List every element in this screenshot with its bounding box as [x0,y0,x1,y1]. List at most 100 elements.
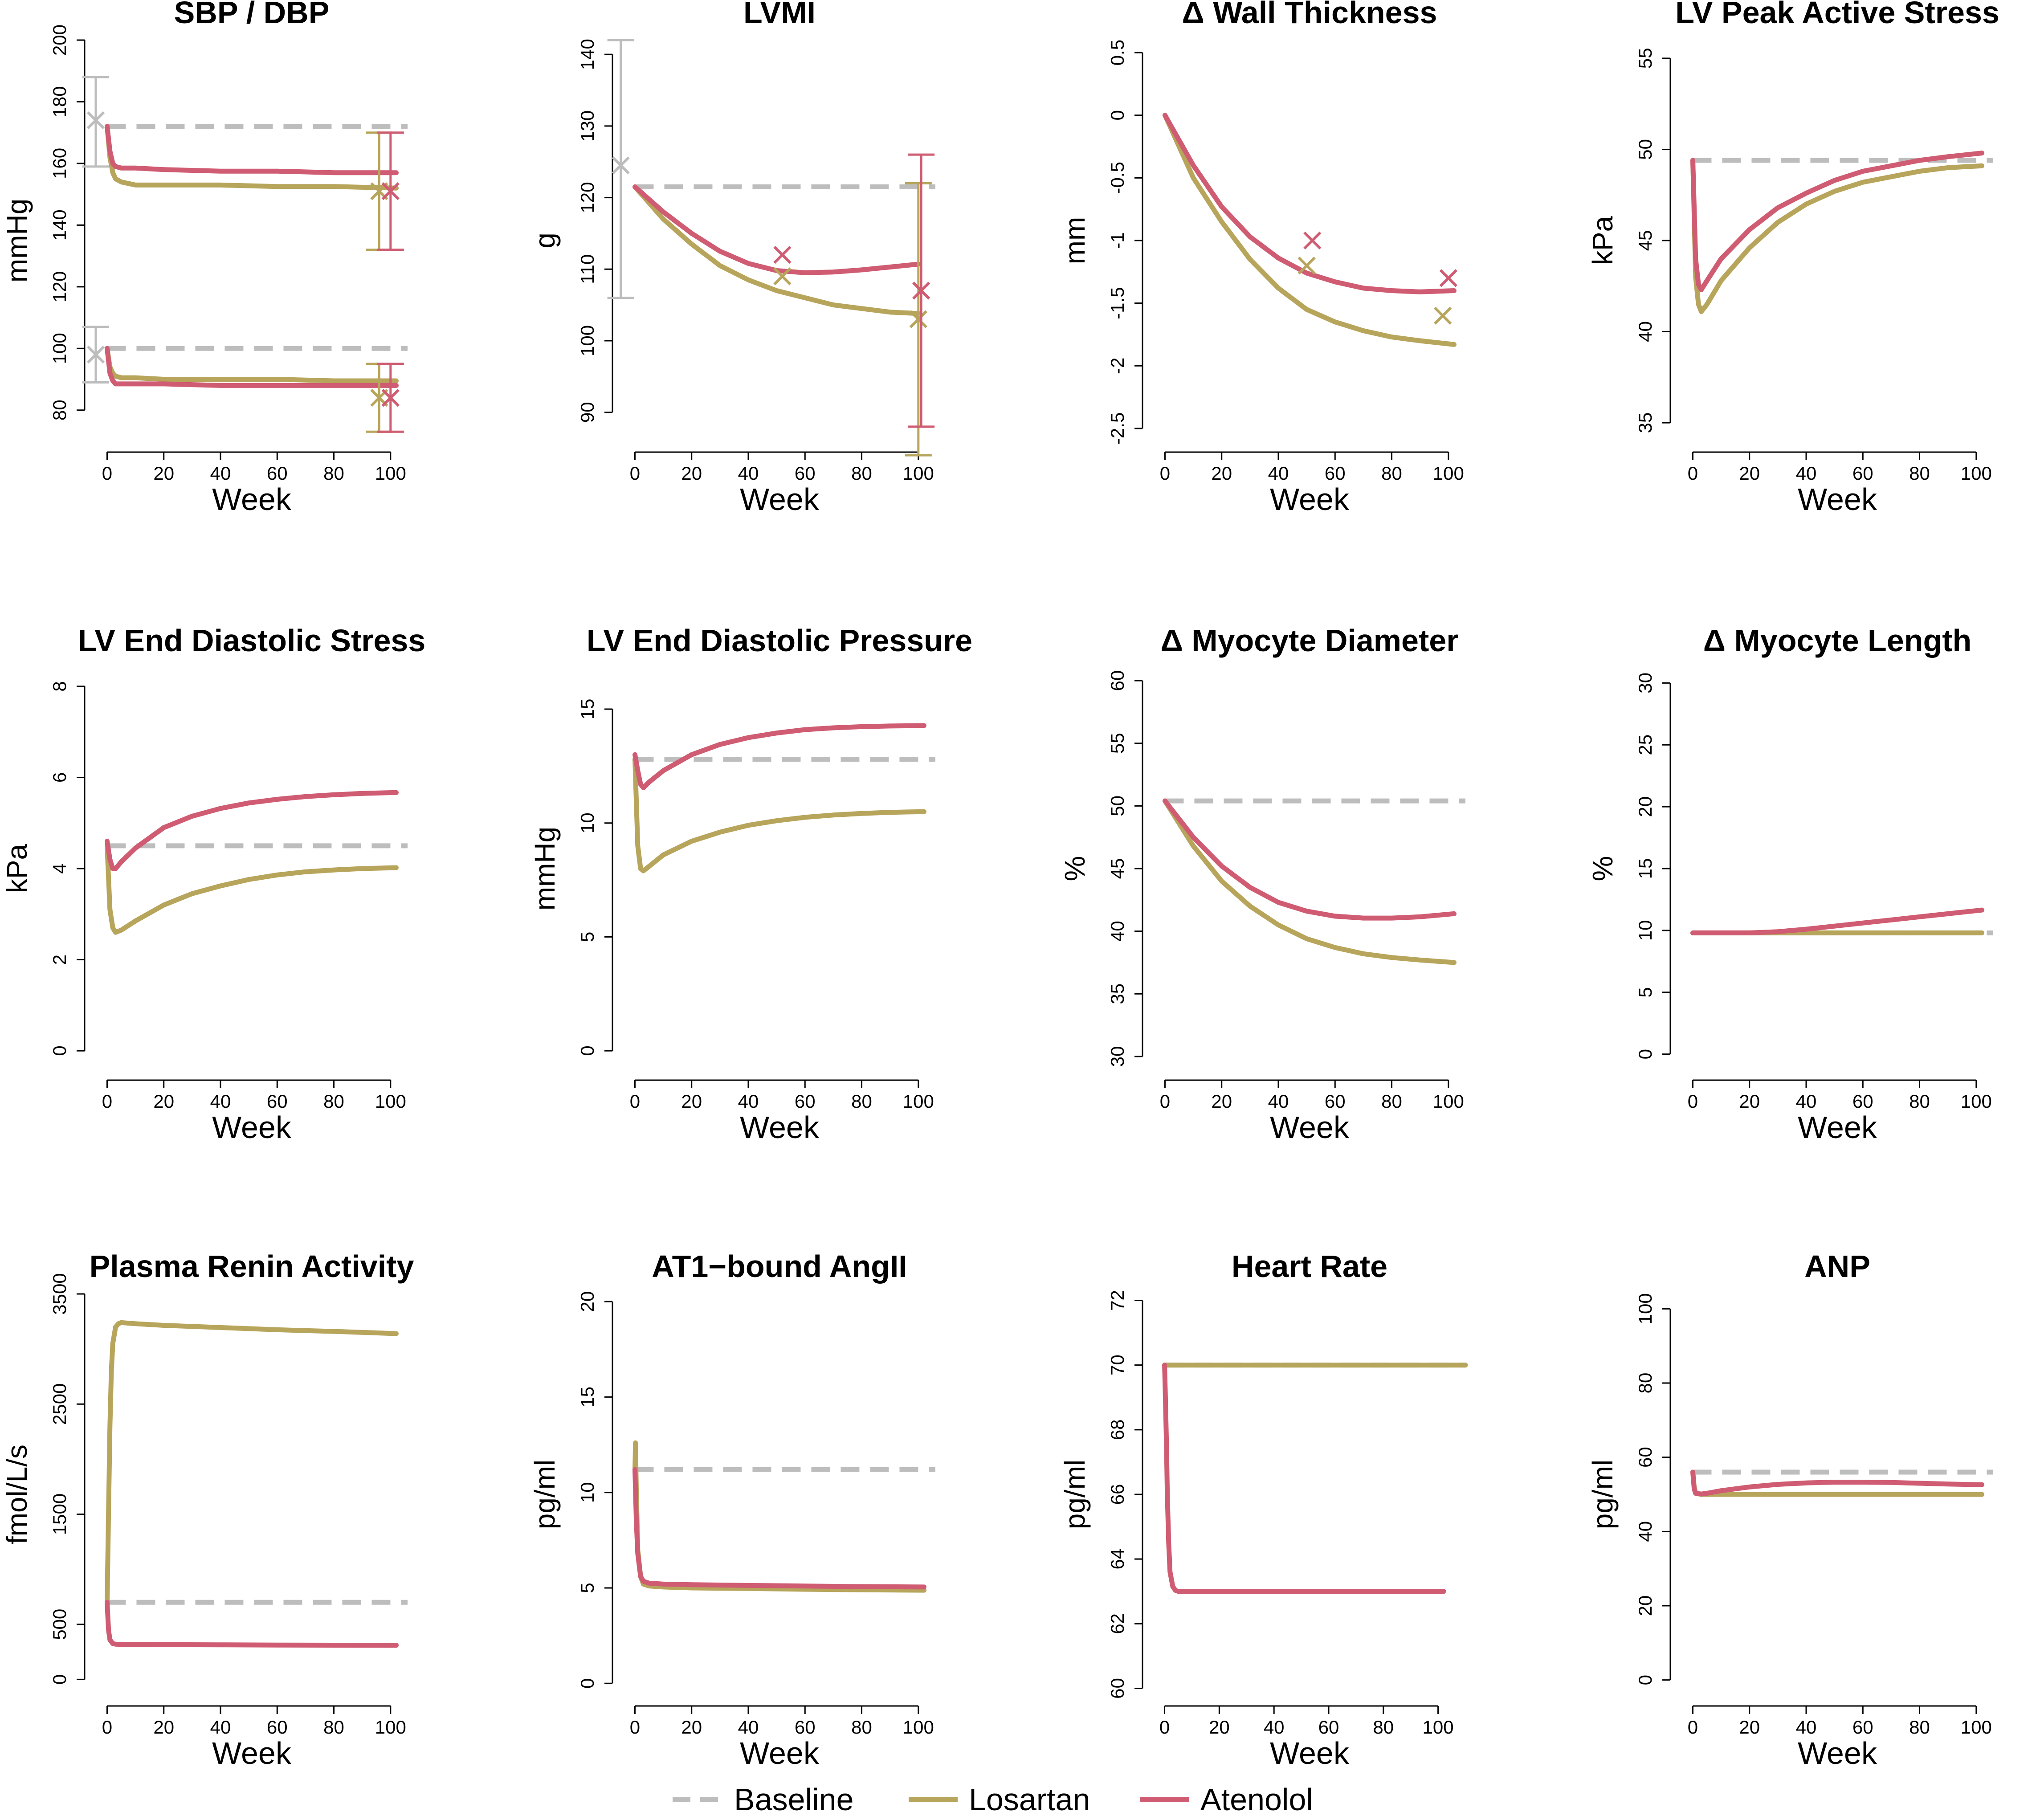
panel-10-y-tick-label: 5 [577,1583,598,1593]
panel-10-title: AT1−bound AngII [652,1249,907,1284]
panel-2-x-label: Week [740,482,820,517]
panel-8-title: Δ Myocyte Length [1703,623,1972,658]
panel-6-atenolol-line [632,723,926,790]
panel-3-x-tick-label: 80 [1381,463,1402,484]
panel-6-x-tick-label: 100 [903,1091,934,1112]
panel-3: Δ Wall Thickness 0 20 40 60 80 100 -2.5 -2 -1.5 -1… [1059,0,1464,517]
panel-4-x-label: Week [1798,482,1877,517]
panel-7-y-tick-label: 30 [1107,1046,1128,1067]
panel-2-observed-point [773,267,792,286]
legend-svg: Baseline Losartan Atenolol [673,1782,1313,1817]
panel-12-x-tick-label: 40 [1796,1717,1817,1738]
panel-6-y-label: mmHg [529,827,561,910]
panel-6-x-tick-label: 80 [851,1091,872,1112]
legend-baseline-label: Baseline [734,1782,854,1817]
panel-9-x-tick-label: 20 [153,1717,174,1738]
panel-1-x-tick-label: 80 [323,463,344,484]
panel-5-x-tick-label: 100 [375,1091,406,1112]
panel-1-losartan-line [105,124,399,191]
panel-4-title: LV Peak Active Stress [1675,0,1999,30]
panel-7-x-tick-label: 0 [1160,1091,1170,1112]
panel-12-y-label: pg/ml [1587,1460,1619,1530]
panel-4-losartan-line [1690,158,1984,314]
panel-2-y-tick-label: 100 [577,325,598,356]
panel-4-y-tick-label: 45 [1635,230,1656,251]
panel-7: Δ Myocyte Diameter 0 20 40 60 80 100 30 35 40 45 50… [1059,623,1465,1145]
panel-3-observed-point [1439,269,1457,287]
panel-2-x-tick-label: 100 [903,463,934,484]
panel-1-y-tick-label: 200 [49,24,70,56]
panel-2: LVMI 0 20 40 60 80 100 90 100 110 120 130 140 Week g [529,0,935,517]
panel-6-losartan-line [632,757,926,873]
panel-10-x-tick-label: 20 [681,1717,702,1738]
panel-12-y-tick-label: 100 [1635,1293,1656,1324]
panel-7-x-tick-label: 80 [1381,1091,1402,1112]
panel-7-x-label: Week [1270,1110,1350,1145]
panel-5-losartan-line [105,843,399,935]
panel-9-y-tick-label: 3500 [49,1273,70,1314]
panel-3-x-tick-label: 60 [1325,463,1346,484]
panel-5-y-tick-label: 4 [49,863,70,873]
panel-9-y-tick-label: 2500 [49,1383,70,1425]
panel-5-x-tick-label: 40 [210,1091,231,1112]
panel-1-observed-point [381,388,400,407]
panel-3-x-label: Week [1270,482,1350,517]
panel-11-x-tick-label: 80 [1373,1717,1394,1738]
panel-3-x-tick-label: 0 [1160,463,1170,484]
panel-8: Δ Myocyte Length 0 20 40 60 80 100 0 5 10 15 20 25 30… [1587,623,1993,1145]
panel-11-x-tick-label: 0 [1159,1717,1170,1738]
panel-4-x-tick-label: 40 [1796,463,1817,484]
panel-12-title: ANP [1804,1249,1870,1284]
panel-12-y-tick-label: 60 [1635,1447,1656,1468]
panel-11-x-tick-label: 40 [1264,1717,1285,1738]
panel-9-x-tick-label: 80 [323,1717,344,1738]
panel-9-title: Plasma Renin Activity [90,1249,414,1284]
panel-10-x-tick-label: 60 [795,1717,816,1738]
panel-7-losartan-line [1163,798,1457,965]
panel-8-y-tick-label: 0 [1635,1049,1656,1059]
panel-11-atenolol-line [1162,1363,1446,1594]
panel-1: SBP / DBP 0 20 40 60 80 100 80 100 120 140 160 180 20… [1,0,408,517]
panel-10-y-tick-label: 0 [577,1678,598,1689]
panel-10-x-tick-label: 0 [630,1717,640,1738]
panel-1-y-tick-label: 100 [49,333,70,364]
panel-1-y-tick-label: 160 [49,148,70,179]
panel-9-x-tick-label: 0 [102,1717,112,1738]
panel-12-x-tick-label: 0 [1688,1717,1698,1738]
panel-7-y-tick-label: 35 [1107,983,1128,1004]
panel-2-observed-point [773,246,792,264]
panel-3-observed-point [1303,231,1322,250]
panel-10-atenolol-line [632,1467,926,1590]
panel-11-title: Heart Rate [1232,1249,1387,1284]
panel-8-x-tick-label: 100 [1961,1091,1992,1112]
panel-2-observed-point [909,310,927,328]
panel-10: AT1−bound AngII 0 20 40 60 80 100 0 5 10 15 20 Week p… [529,1249,935,1771]
panel-9-losartan-line [105,1320,399,1605]
panel-7-atenolol-line [1163,798,1457,921]
panel-8-x-tick-label: 40 [1796,1091,1817,1112]
panel-11-y-label: pg/ml [1059,1460,1091,1530]
panel-8-x-tick-label: 80 [1909,1091,1930,1112]
panel-1-atenolol-line [105,346,399,388]
panel-4: LV Peak Active Stress 0 20 40 60 80 100 35 40 45 5… [1587,0,1999,517]
panel-5-y-tick-label: 2 [49,955,70,965]
panel-7-y-tick-label: 50 [1107,796,1128,816]
panel-12-x-tick-label: 20 [1739,1717,1760,1738]
panel-6-x-tick-label: 60 [795,1091,816,1112]
panel-7-x-tick-label: 100 [1433,1091,1464,1112]
panel-8-atenolol-line [1690,907,1984,935]
panel-12-x-label: Week [1798,1736,1877,1771]
panel-8-y-tick-label: 30 [1635,673,1656,694]
panel-10-x-tick-label: 80 [851,1717,872,1738]
panel-12-atenolol-line [1690,1469,1984,1497]
panel-2-observed-point [912,282,930,300]
panel-11-x-tick-label: 100 [1423,1717,1454,1738]
legend-atenolol-label: Atenolol [1200,1782,1313,1817]
panel-2-losartan-line [632,184,921,316]
panel-5-y-tick-label: 6 [49,772,70,783]
panel-5-x-tick-label: 80 [323,1091,344,1112]
panel-4-x-tick-label: 0 [1688,463,1698,484]
legend-losartan-label: Losartan [969,1782,1090,1817]
panel-11-y-tick-label: 64 [1107,1549,1128,1570]
panel-10-y-label: pg/ml [529,1460,561,1530]
